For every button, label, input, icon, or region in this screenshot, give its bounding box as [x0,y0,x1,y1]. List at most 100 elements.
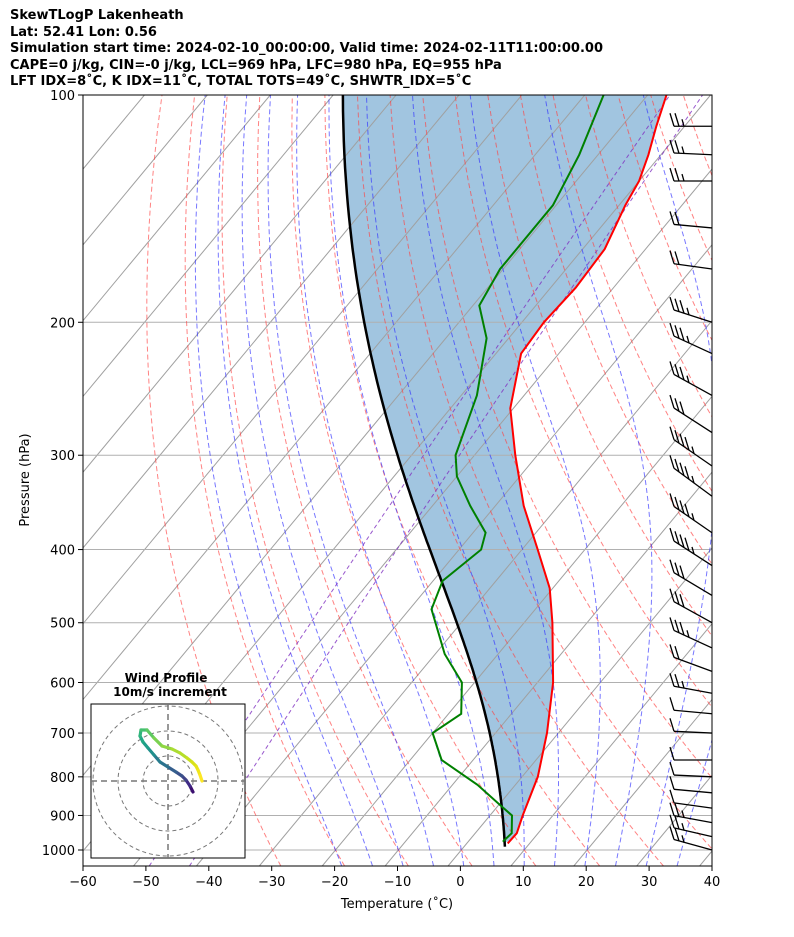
wind-barb-flag [669,588,675,602]
wind-barbs [669,113,713,851]
wind-barb [669,588,713,624]
wind-barb-half [686,630,690,638]
moist-adiabat [241,95,404,866]
isotherm-line [83,95,397,473]
wind-barb-staff [673,827,713,838]
hodograph-segment [160,744,174,751]
wind-barb [669,776,713,794]
wind-barb-staff [673,838,713,851]
wind-barb-flag [674,167,680,182]
wind-barb-flag [669,167,675,182]
wind-barb-flag [679,366,685,381]
wind-barb-half [681,119,685,127]
isotherm-line [0,95,82,866]
dry-adiabat [487,95,712,637]
wind-barb-flag [669,802,675,816]
hodograph [91,704,245,858]
moist-adiabat [194,95,343,866]
x-axis-label: Temperature (˚C) [340,896,453,912]
dry-adiabat [291,95,537,866]
wind-barb-half [681,680,685,689]
wind-barb-flag [679,500,685,514]
wind-barb-flag [674,140,680,154]
moist-adiabat [296,95,465,866]
wind-barb-staff [673,373,713,397]
y-tick-label: 900 [50,809,75,824]
wind-barb [669,394,713,434]
wind-barb-flag [684,537,690,551]
wind-barb-flag [674,803,680,817]
dry-adiabat [650,95,712,262]
wind-barb-flag [674,619,680,633]
dry-adiabat [146,95,282,866]
dry-adiabat [389,95,712,850]
wind-barb-half [691,446,695,454]
wind-barb-flag [679,327,685,341]
hodograph-ring [117,730,219,832]
cape-shading [342,95,667,842]
wind-barb-flag [669,814,675,829]
moist-adiabat [642,95,712,866]
wind-barb-flag [679,433,685,447]
hodograph-segment [198,773,204,783]
y-tick-label: 200 [50,316,75,331]
wind-barb-flag [679,534,685,548]
wind-barb [669,426,713,467]
wind-barb-flag [669,296,675,311]
wind-barb-flag [679,462,685,476]
wind-barb [669,296,713,323]
wind-barb-staff [673,656,713,672]
wind-barb [669,814,713,838]
wind-barb-half [681,822,685,831]
wind-barb [669,718,713,734]
wind-barb-staff [673,152,713,156]
wind-barb [669,139,713,156]
wind-barb-half [681,146,685,154]
wind-barb [669,250,713,270]
moist-adiabat [469,95,601,866]
wind-barb-staff [673,685,713,694]
cape-area [342,95,667,842]
isotherm-line [321,395,712,866]
isotherm-line [763,95,794,866]
wind-barb-flag [674,325,680,339]
isotherm-line [83,95,334,398]
wind-barb-flag [684,466,690,480]
y-axis-ticks: 1000 900 800 700 600 500 400 300 200 100 [42,89,83,859]
wind-barb-flag [674,496,680,511]
isotherm-line [573,698,712,866]
dry-adiabat [552,95,712,493]
wind-barb [669,697,713,715]
moist-adiabat [267,95,434,866]
isotherm-line [83,95,586,701]
wind-barb-staff [673,309,713,323]
wind-barb-half [681,810,685,818]
x-tick-label: 20 [578,875,595,890]
dry-adiabat [184,95,346,866]
moist-adiabat [366,95,525,866]
wind-profile-inset: Wind Profile 10m/s increment [90,671,246,859]
wind-barb-staff [673,709,713,715]
x-tick-label: −60 [69,875,96,890]
wind-barb-flag [674,591,680,605]
dry-adiabat-lines [146,95,794,866]
wind-barb-flag [669,250,675,264]
wind-barb-flag [674,458,680,473]
isotherm-line [83,95,271,322]
wind-barb-staff [673,730,713,734]
isotherm-line [447,547,712,866]
wind-barb-flag [669,527,675,542]
wind-barb-half [681,173,685,182]
x-tick-label: −10 [384,875,411,890]
dry-adiabat [617,95,712,342]
wind-barb-staff [673,572,713,596]
stability-indices-2: LFT IDX=8˚C, K IDX=11˚C, TOTAL TOTS=49˚C… [10,74,472,89]
wind-barb [669,322,713,355]
wind-barb-flag [674,562,680,576]
wind-barb [669,493,713,534]
dry-adiabat [749,95,794,866]
wind-barb-flag [684,436,690,451]
wind-barb [669,167,712,182]
x-tick-label: −40 [195,875,222,890]
